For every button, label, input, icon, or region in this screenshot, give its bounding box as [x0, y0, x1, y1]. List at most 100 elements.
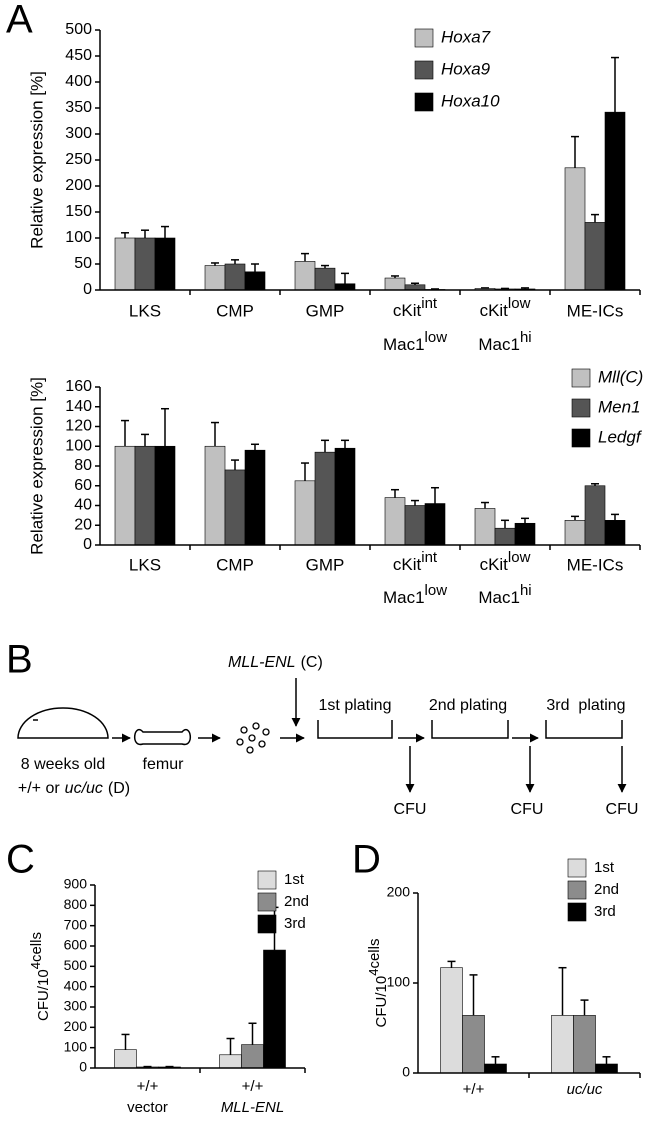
x-tick-label-part: low [508, 549, 531, 566]
plating-bracket [545, 720, 623, 739]
bar [241, 1044, 264, 1069]
legend-swatch [567, 880, 587, 900]
bar [334, 283, 356, 291]
x-tick-label: cKitlow [480, 295, 531, 321]
bar [595, 1063, 618, 1074]
x-tick-label: cKitlow [480, 549, 531, 575]
y-tick-label: 300 [64, 998, 88, 1014]
legend-label: Mll(C) [598, 367, 643, 386]
bar [484, 1063, 507, 1074]
bar [204, 445, 226, 546]
y-tick-label: 700 [64, 916, 88, 932]
x-tick-label: ME-ICs [567, 555, 624, 574]
y-tick-label: 200 [387, 884, 411, 900]
y-tick-label: 500 [64, 957, 88, 973]
x-tick-label: Mac1hi [478, 329, 531, 355]
label-part: (C) [301, 654, 323, 671]
plating-bracket [431, 720, 509, 739]
bar [384, 497, 406, 546]
bar [604, 111, 626, 291]
y-tick-label: 450 [65, 47, 92, 64]
y-tick-label: 120 [65, 418, 92, 435]
y-tick-label: 20 [74, 516, 92, 533]
plating-label: 2nd plating [429, 697, 507, 714]
label-part: uc/uc [65, 780, 103, 797]
y-tick-label: 0 [402, 1064, 410, 1080]
bar [263, 949, 286, 1069]
x-tick-label: +/+ [137, 1078, 159, 1095]
bar [404, 505, 426, 546]
plating-bracket [317, 720, 393, 739]
bar [334, 447, 356, 546]
bar [474, 508, 496, 546]
y-tick-label: 0 [83, 281, 92, 298]
x-tick-label-part: cKit [480, 301, 509, 320]
legend-swatch [567, 858, 587, 878]
y-axis-label: Relative expression [%] [27, 71, 46, 249]
x-tick-label-part: Mac1 [478, 335, 520, 354]
panel-label: A [6, 0, 33, 42]
bar [224, 469, 246, 546]
bar [244, 449, 266, 546]
y-tick-label: 200 [64, 1018, 88, 1034]
label-part: MLL-ENL [228, 654, 296, 671]
mouse-icon [17, 707, 109, 739]
transduction-label: MLL-ENL (C) [228, 654, 323, 671]
legend-label: 3rd [284, 915, 306, 932]
legend-label: Hoxa7 [441, 27, 491, 46]
legend-label: Ledgf [598, 427, 643, 446]
bar [224, 263, 246, 291]
x-tick-label: CMP [216, 555, 254, 574]
mouse-label: +/+ or uc/uc (D) [18, 780, 130, 797]
legend-swatch [257, 914, 277, 934]
bar [424, 503, 446, 546]
bar [244, 271, 266, 291]
legend-swatch [414, 92, 434, 112]
bar [114, 445, 136, 546]
y-tick-label: 500 [65, 21, 92, 38]
mouse-label: 8 weeks old [21, 756, 106, 773]
bar [314, 267, 336, 291]
y-tick-label: 100 [65, 437, 92, 454]
y-tick-label: 200 [65, 177, 92, 194]
legend-swatch [571, 398, 591, 418]
legend-label: 1st [284, 871, 305, 888]
x-tick-label-part: int [421, 549, 438, 566]
panel-label: D [352, 838, 381, 882]
y-tick-label: 350 [65, 99, 92, 116]
y-tick-label: 0 [79, 1059, 87, 1075]
panel-label: C [6, 838, 35, 882]
legend-label: 2nd [284, 893, 309, 910]
legend-label: 1st [594, 859, 615, 876]
cells-icon [236, 722, 270, 754]
y-tick-label: 0 [83, 536, 92, 553]
bar [584, 485, 606, 546]
x-tick-label: cKitint [393, 549, 438, 575]
bone-label: femur [143, 756, 185, 773]
y-tick-label: 50 [74, 255, 92, 272]
workflow-diagram: MLL-ENL (C) 1st plating 2nd plating 3rd p… [17, 654, 639, 818]
legend-label: 3rd [594, 903, 616, 920]
bar [584, 222, 606, 291]
y-axis-label-part: 4 [366, 969, 381, 976]
legend-swatch [567, 902, 587, 922]
x-tick-label-part: cKit [393, 301, 422, 320]
y-axis-label: Relative expression [%] [27, 377, 46, 555]
x-tick-label: LKS [129, 301, 161, 320]
readout-label: CFU [606, 801, 639, 818]
legend-swatch [571, 428, 591, 448]
y-axis-label-part: 4 [28, 962, 43, 969]
x-tick-label-part: hi [520, 582, 532, 599]
x-tick-label-part: Mac1 [383, 335, 425, 354]
bar [564, 520, 586, 546]
readout-label: CFU [511, 801, 544, 818]
y-tick-label: 100 [64, 1038, 88, 1054]
y-axis-label: CFU/104cells [28, 932, 52, 1021]
x-tick-label-part: Mac1 [478, 588, 520, 607]
x-tick-label-part: low [425, 582, 448, 599]
y-axis-label-part: cells [28, 932, 45, 962]
label-part: (D) [108, 780, 130, 797]
bar [440, 967, 463, 1074]
bar [573, 1015, 596, 1074]
x-tick-label-part: int [421, 295, 438, 312]
